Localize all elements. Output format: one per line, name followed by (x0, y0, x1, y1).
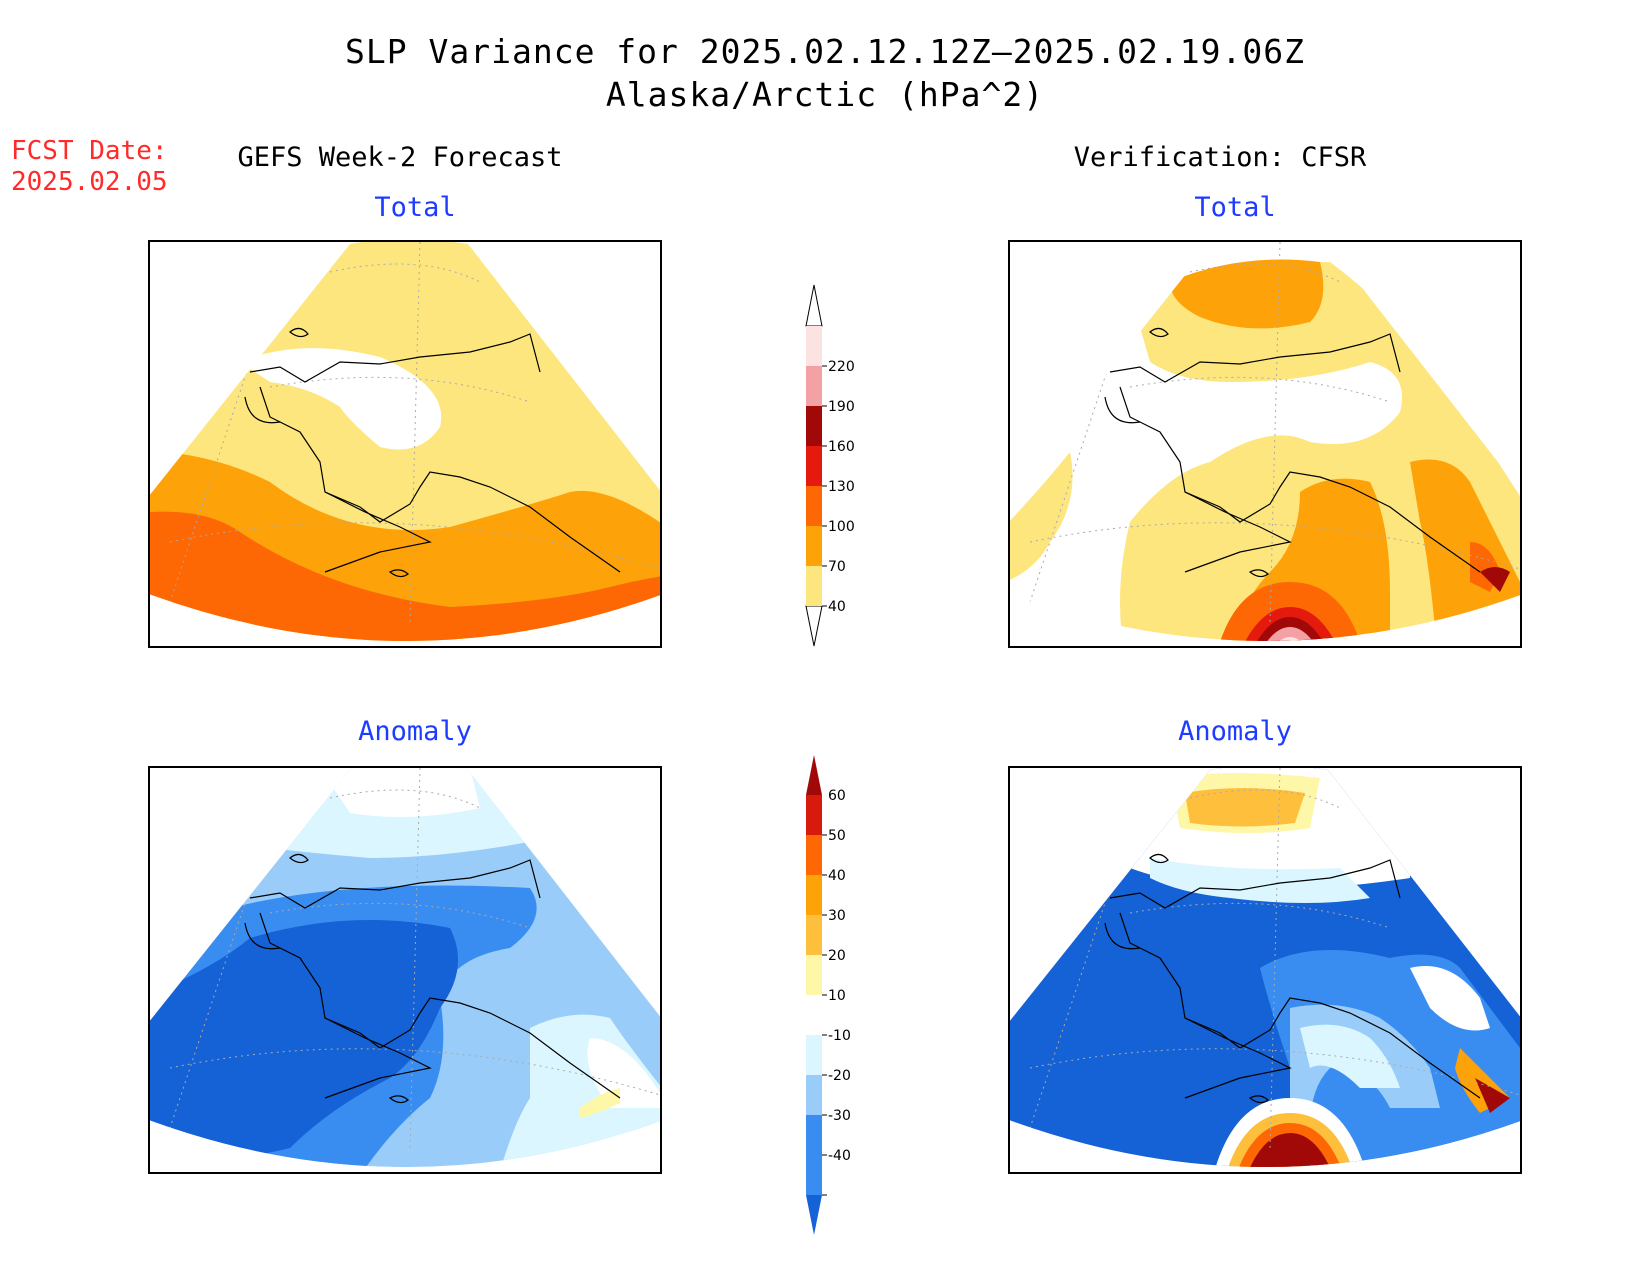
forecast-total-map (148, 240, 662, 648)
right-column-header: Verification: CFSR (1073, 142, 1367, 173)
anomaly-colorbar-segment (806, 915, 822, 955)
anomaly-colorbar-segment (806, 835, 822, 875)
anomaly-colorbar-segment (806, 1035, 822, 1075)
total-colorbar-segment (806, 526, 822, 566)
anomaly-colorbar-segment (806, 1155, 822, 1195)
total-colorbar-tick-label: 70 (828, 559, 846, 575)
total-colorbar: 40 70 100 130 160 190 220 (800, 280, 880, 647)
anomaly-colorbar-segment (806, 875, 822, 915)
verification-total-map (1008, 240, 1522, 648)
anomaly-colorbar-segment (806, 1115, 822, 1155)
total-colorbar-segment (806, 326, 822, 366)
anomaly-colorbar-tick-label: 20 (828, 948, 846, 964)
anomaly-colorbar-tick-label: 30 (828, 908, 846, 924)
anomaly-colorbar-tick-label: 50 (828, 828, 846, 844)
total-colorbar-segment (806, 406, 822, 446)
total-colorbar-tick-label: 130 (828, 479, 855, 495)
anomaly-colorbar-segment (806, 955, 822, 995)
fcst-date: FCST Date: 2025.02.05 (11, 136, 168, 198)
forecast-anomaly-map (148, 766, 662, 1174)
anomaly-colorbar-tick-label: 40 (828, 868, 846, 884)
map-title: SLP Variance for 2025.02.12.12Z–2025.02.… (345, 32, 1305, 71)
verification-anomaly-map (1008, 766, 1522, 1174)
anomaly-colorbar-segment (806, 795, 822, 835)
total-colorbar-top-arrow (805, 284, 823, 327)
anomaly-colorbar-tick-label: 60 (828, 788, 846, 804)
anomaly-colorbar-segment (806, 1075, 822, 1115)
total-colorbar-tick-label: 160 (828, 439, 855, 455)
verification-total-label: Total (1194, 192, 1276, 223)
anomaly-colorbar-tick-label: -10 (828, 1028, 851, 1044)
anomaly-colorbar-top-arrow (806, 755, 822, 795)
total-colorbar-segment (806, 446, 822, 486)
total-colorbar-tick-label: 40 (828, 599, 846, 615)
forecast-anomaly-label: Anomaly (358, 716, 472, 747)
anomaly-colorbar-tick-label: 10 (828, 988, 846, 1004)
total-colorbar-segment (806, 366, 822, 406)
total-colorbar-bottom-arrow (805, 605, 823, 647)
anomaly-colorbar: -40 -30 -20 -10 10 20 30 40 50 60 (800, 755, 880, 1235)
anomaly-colorbar-bottom-arrow (806, 1195, 822, 1235)
total-colorbar-segment (806, 566, 822, 606)
total-colorbar-tick-label: 190 (828, 399, 855, 415)
total-colorbar-tick-label: 100 (828, 519, 855, 535)
anomaly-colorbar-segment (806, 995, 822, 1035)
verification-anomaly-label: Anomaly (1178, 716, 1292, 747)
anomaly-colorbar-tick-label: -30 (828, 1108, 851, 1124)
fcst-date-value: 2025.02.05 (11, 167, 168, 197)
left-column-header: GEFS Week-2 Forecast (237, 142, 563, 173)
map-subtitle: Alaska/Arctic (hPa^2) (605, 75, 1045, 114)
forecast-total-label: Total (374, 192, 456, 223)
anomaly-colorbar-tick-label: -20 (828, 1068, 851, 1084)
total-colorbar-segment (806, 486, 822, 526)
anomaly-colorbar-tick-label: -40 (828, 1148, 851, 1164)
fcst-date-label: FCST Date: (11, 136, 168, 166)
total-colorbar-tick-label: 220 (828, 359, 855, 375)
